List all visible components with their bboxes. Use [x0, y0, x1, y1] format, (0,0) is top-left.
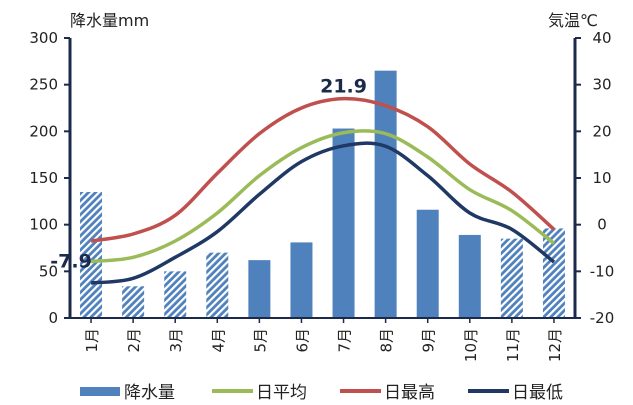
right-tick-label: 10 — [592, 169, 611, 187]
left-tick-label: 200 — [29, 122, 58, 140]
precip-bar-5 — [248, 260, 271, 318]
precipitation-bars — [80, 70, 565, 319]
series-line-1 — [90, 129, 556, 264]
x-tick-label: 4月 — [209, 328, 227, 353]
precip-bar-3 — [164, 271, 187, 318]
legend-label-max: 日最高 — [384, 383, 435, 403]
right-tick-label: 20 — [592, 122, 611, 140]
legend-label-avg: 日平均 — [256, 383, 307, 403]
precip-bar-2 — [122, 286, 145, 318]
left-tick-label: 250 — [29, 76, 58, 94]
precip-bar-12 — [542, 228, 565, 318]
x-tick-label: 3月 — [167, 328, 185, 353]
x-tick-label: 9月 — [420, 328, 438, 353]
data-labels: -7.9 21.9 — [50, 76, 367, 273]
temperature-lines — [90, 96, 556, 285]
right-tick-label: -10 — [590, 262, 615, 280]
precip-bar-11 — [500, 238, 523, 318]
x-tick-label: 6月 — [293, 328, 311, 353]
right-tick-label: 0 — [597, 216, 607, 234]
left-axis-ticks: 0 50 100 150 200 250 300 — [29, 29, 70, 327]
legend-label-precip: 降水量 — [124, 383, 175, 403]
left-tick-label: 100 — [29, 216, 58, 234]
x-tick-label: 8月 — [378, 328, 396, 353]
precip-bar-4 — [206, 252, 229, 318]
x-tick-label: 12月 — [546, 328, 564, 362]
precip-bar-10 — [458, 234, 481, 318]
data-label: 21.9 — [320, 76, 367, 98]
right-axis-ticks: -20 -10 0 10 20 30 40 — [575, 29, 614, 327]
left-tick-label: 300 — [29, 29, 58, 47]
series-line-3 — [90, 141, 556, 285]
x-tick-label: 7月 — [336, 328, 354, 353]
x-tick-label: 10月 — [462, 328, 480, 362]
legend: 降水量 日平均 日最高 日最低 — [80, 383, 563, 403]
precip-bar-9 — [416, 209, 439, 318]
right-tick-label: 30 — [592, 76, 611, 94]
x-tick-label: 2月 — [125, 328, 143, 353]
x-tick-label: 11月 — [504, 328, 522, 362]
x-tick-label: 5月 — [251, 328, 269, 353]
left-axis-unit: 降水量mm — [70, 11, 149, 30]
series-line-2 — [90, 96, 556, 243]
precip-bar-7 — [332, 128, 355, 318]
left-tick-label: 50 — [39, 262, 58, 280]
x-tick-label: 1月 — [83, 328, 101, 353]
left-tick-label: 0 — [48, 309, 58, 327]
precip-bar-1 — [80, 192, 103, 318]
legend-label-min: 日最低 — [512, 383, 563, 403]
right-axis-unit: 気温℃ — [548, 11, 598, 30]
data-label: -7.9 — [50, 251, 92, 273]
right-tick-label: 40 — [592, 29, 611, 47]
left-tick-label: 150 — [29, 169, 58, 187]
right-tick-label: -20 — [590, 309, 615, 327]
legend-swatch-precip — [80, 387, 120, 396]
x-axis-ticks: 1月 2月 3月 4月 5月 6月 7月 8月 9月 10月 11月 12月 — [83, 318, 564, 362]
precip-bar-6 — [290, 242, 313, 318]
